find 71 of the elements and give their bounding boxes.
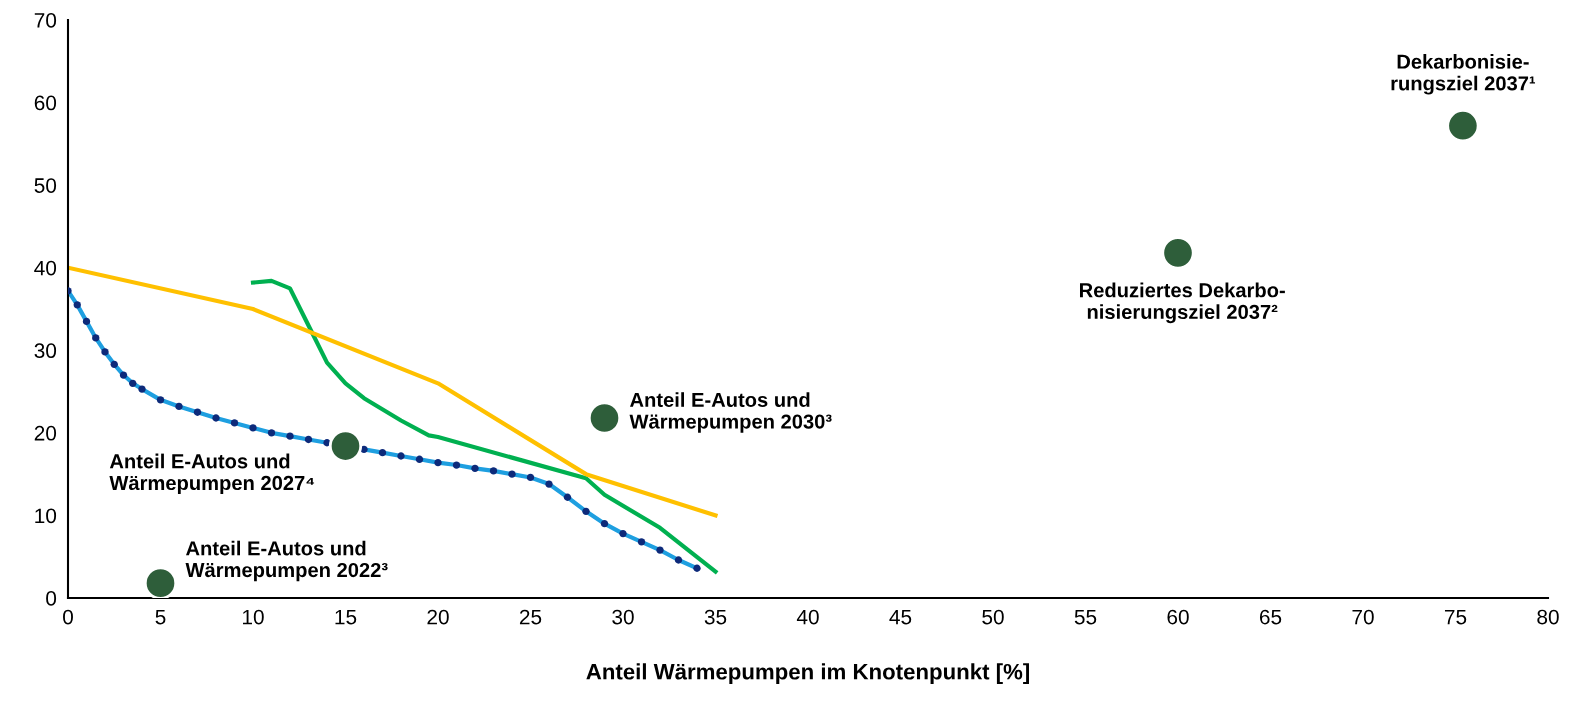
point <box>656 546 664 554</box>
x-tick-label: 20 <box>427 609 449 625</box>
y-tick-label: 60 <box>34 95 57 111</box>
point <box>193 408 202 416</box>
x-tick-label: 35 <box>704 609 727 625</box>
point <box>143 566 178 598</box>
point <box>82 317 91 326</box>
point <box>328 429 363 463</box>
point <box>582 507 590 515</box>
x-tick-label: 25 <box>519 609 542 625</box>
point <box>471 464 479 473</box>
x-axis-title: Anteil Wärmepumpen im Knotenpunkt [%] <box>586 663 1029 684</box>
x-tick-label: 65 <box>1259 609 1282 625</box>
point <box>587 401 622 435</box>
point <box>110 360 118 368</box>
point <box>249 424 257 432</box>
point <box>378 449 387 457</box>
point <box>129 379 137 387</box>
point <box>545 480 553 488</box>
point <box>1161 236 1195 270</box>
annotation: Anteil E-Autos und Wärmepumpen 2022³ <box>185 540 388 582</box>
point <box>526 473 535 482</box>
y-tick-label: 50 <box>34 178 57 193</box>
point <box>212 414 220 422</box>
annotation: Dekarbonisie- rungsziel 2037¹ <box>1391 54 1536 95</box>
point <box>138 385 146 393</box>
point <box>267 429 276 437</box>
point <box>619 529 627 538</box>
x-tick-label: 5 <box>155 609 166 625</box>
x-tick-label: 55 <box>1074 609 1097 625</box>
x-tick-label: 70 <box>1352 609 1374 625</box>
point <box>304 435 313 444</box>
x-tick-label: 0 <box>63 609 73 625</box>
y-tick-label: 70 <box>34 13 57 28</box>
point <box>693 564 701 572</box>
point <box>600 520 609 528</box>
x-tick-label: 50 <box>982 609 1004 625</box>
point <box>415 455 424 463</box>
x-tick-label: 80 <box>1537 609 1559 625</box>
point <box>397 452 405 460</box>
point <box>286 432 294 440</box>
x-tick-label: 40 <box>796 609 819 625</box>
y-tick-label: 0 <box>46 591 57 606</box>
point <box>508 470 516 478</box>
point <box>230 419 239 427</box>
point <box>92 334 100 342</box>
y-tick-label: 10 <box>35 508 57 524</box>
point <box>101 348 109 356</box>
x-tick-label: 75 <box>1444 609 1467 625</box>
y-tick-label: 30 <box>34 343 57 359</box>
y-tick-label: 40 <box>34 260 57 276</box>
point <box>1446 109 1480 143</box>
point <box>674 556 683 564</box>
point <box>452 461 461 469</box>
annotation: Reduziertes Dekarbo- nisierungsziel 2037² <box>1080 282 1285 324</box>
point <box>175 402 183 411</box>
point <box>434 458 442 467</box>
annotation: Anteil E-Autos und Wärmepumpen 2030³ <box>629 392 832 433</box>
point <box>489 467 498 475</box>
point <box>156 396 165 404</box>
x-tick-label: 10 <box>243 609 264 625</box>
point <box>637 538 646 546</box>
x-tick-label: 45 <box>889 609 912 625</box>
point <box>73 301 81 309</box>
x-tick-label: 15 <box>335 609 357 625</box>
point <box>563 493 572 501</box>
point <box>119 371 128 379</box>
annotation: Anteil E-Autos und Wärmepumpen 2027⁴ <box>109 453 315 495</box>
y-tick-label: 20 <box>34 425 57 441</box>
x-tick-label: 60 <box>1167 609 1189 625</box>
x-tick-label: 30 <box>612 609 634 625</box>
